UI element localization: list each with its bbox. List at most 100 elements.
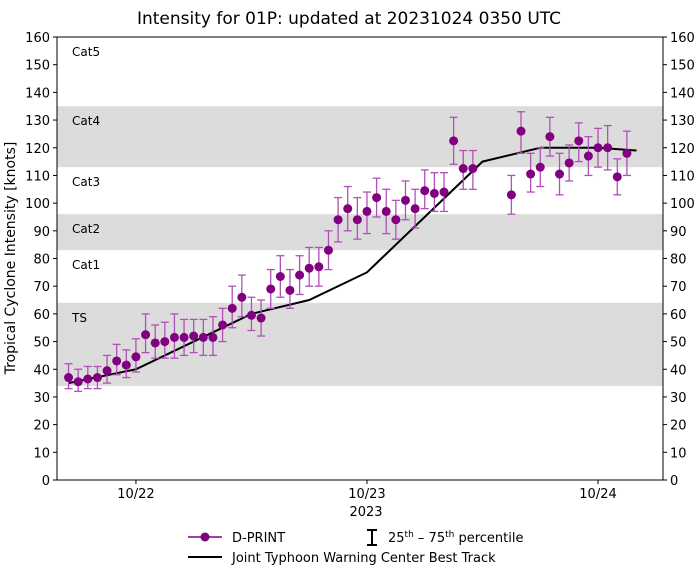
band-ts — [57, 302, 663, 386]
dprint-marker — [266, 284, 276, 294]
dprint-marker — [160, 337, 170, 347]
dprint-marker — [506, 190, 516, 200]
y-tick-label-right: 80 — [670, 253, 687, 268]
y-tick-label-left: 150 — [25, 59, 50, 74]
y-tick-label-right: 50 — [670, 336, 687, 351]
dprint-point — [612, 158, 622, 196]
dprint-marker — [429, 188, 439, 198]
y-tick-label-right: 110 — [670, 169, 695, 184]
dprint-point — [237, 274, 247, 318]
dprint-point — [314, 246, 324, 287]
dprint-point — [275, 255, 285, 298]
y-tick-label-right: 120 — [670, 142, 695, 157]
dprint-point — [516, 111, 526, 154]
band-label-cat3: Cat3 — [72, 175, 100, 189]
dprint-marker — [102, 366, 112, 376]
dprint-point — [304, 246, 314, 287]
axes: 0 0 10 10 20 20 30 30 40 40 50 50 60 60 70 70 80 80 90 90 10… — [25, 31, 695, 502]
dprint-point — [246, 296, 256, 332]
dprint-marker — [131, 352, 141, 362]
band-label-cat4: Cat4 — [72, 114, 100, 128]
dprint-marker — [73, 377, 83, 387]
dprint-marker — [381, 206, 391, 216]
dprint-marker — [583, 151, 593, 161]
dprint-marker — [420, 186, 430, 196]
dprint-point — [429, 172, 439, 213]
legend-dprint-label: D-PRINT — [232, 531, 285, 546]
dprint-marker — [121, 360, 131, 370]
dprint-point — [439, 172, 449, 213]
dprint-marker — [593, 143, 603, 153]
dprint-point — [362, 191, 372, 235]
dprint-marker — [516, 126, 526, 136]
y-tick-label-left: 140 — [25, 86, 50, 101]
dprint-marker — [468, 164, 478, 174]
dprint-point — [420, 169, 430, 210]
x-tick-label: 10/22 — [117, 487, 154, 502]
dprint-marker — [391, 215, 401, 225]
dprint-marker — [535, 162, 545, 172]
band-label-cat2: Cat2 — [72, 222, 100, 236]
y-tick-label-left: 110 — [25, 169, 50, 184]
legend: D-PRINT 25th – 75th percentile Joint Typ… — [188, 529, 523, 566]
band-label-cat1: Cat1 — [72, 258, 100, 272]
dprint-marker — [545, 132, 555, 142]
y-tick-label-right: 130 — [670, 114, 695, 129]
dprint-marker — [449, 136, 459, 146]
y-tick-label-left: 30 — [33, 391, 50, 406]
dprint-point — [150, 324, 160, 359]
dprint-point — [574, 122, 584, 163]
dprint-marker — [555, 169, 565, 179]
dprint-point — [593, 127, 603, 168]
dprint-marker — [285, 285, 295, 295]
dprint-point — [102, 354, 112, 384]
y-tick-label-left: 10 — [33, 446, 50, 461]
dprint-point — [131, 338, 141, 373]
dprint-point — [603, 124, 613, 171]
y-tick-label-left: 100 — [25, 197, 50, 212]
legend-dprint-marker — [200, 532, 210, 542]
dprint-marker — [179, 332, 189, 342]
dprint-marker — [150, 338, 160, 348]
dprint-marker — [92, 373, 102, 383]
dprint-marker — [612, 172, 622, 182]
y-tick-label-right: 40 — [670, 363, 687, 378]
dprint-marker — [603, 143, 613, 153]
y-tick-label-left: 50 — [33, 336, 50, 351]
dprint-point — [458, 149, 468, 190]
y-tick-label-right: 70 — [670, 280, 687, 295]
dprint-point — [189, 318, 199, 354]
dprint-marker — [564, 158, 574, 168]
year-label: 2023 — [349, 505, 382, 520]
dprint-point — [333, 196, 343, 243]
y-tick-label-right: 140 — [670, 86, 695, 101]
y-tick-label-left: 130 — [25, 114, 50, 129]
dprint-marker — [275, 271, 285, 281]
dprint-marker — [218, 320, 228, 330]
dprint-marker — [439, 187, 449, 197]
dprint-marker — [304, 263, 314, 273]
dprint-marker — [458, 164, 468, 174]
dprint-point — [352, 196, 362, 240]
dprint-point — [73, 368, 83, 393]
dprint-point — [285, 268, 295, 309]
dprint-marker — [314, 262, 324, 272]
dprint-point — [449, 116, 459, 166]
dprint-point — [112, 343, 122, 376]
dprint-point — [526, 152, 536, 193]
dprint-point — [266, 268, 276, 309]
dprint-point — [622, 130, 632, 177]
dprint-marker — [64, 373, 74, 383]
y-tick-label-left: 70 — [33, 280, 50, 295]
y-tick-label-right: 30 — [670, 391, 687, 406]
dprint-point — [535, 147, 545, 188]
dprint-point — [391, 199, 401, 240]
dprint-point — [381, 188, 391, 235]
dprint-marker — [410, 204, 420, 214]
category-bands: TS Cat1 Cat2 Cat3 Cat4 Cat5 — [57, 45, 663, 386]
band-label-ts: TS — [71, 311, 87, 325]
dprint-marker — [198, 332, 208, 342]
chart-title: Intensity for 01P: updated at 20231024 0… — [137, 9, 561, 29]
plot-frame — [56, 36, 664, 481]
y-tick-label-left: 20 — [33, 419, 50, 434]
